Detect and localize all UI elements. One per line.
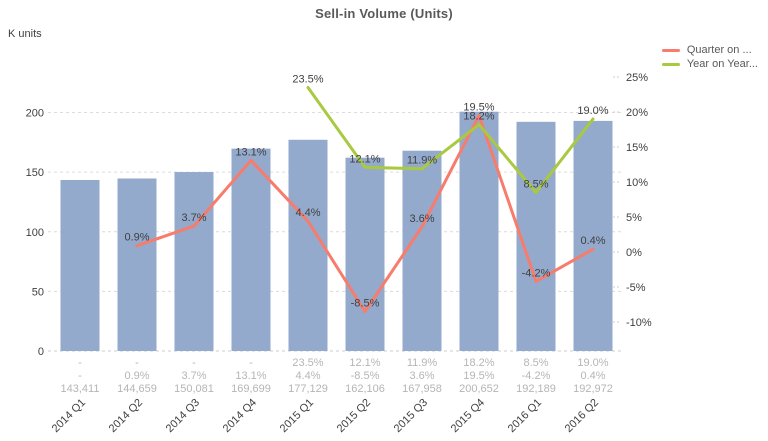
footer-year-on-year-pct-2015-q2: 12.1% xyxy=(349,357,380,369)
x-label-2014-q4: 2014 Q4 xyxy=(221,397,259,435)
footer-sell-in-volume-units-2014-q2: 144,659 xyxy=(117,383,157,395)
bar-2014-q2[interactable] xyxy=(117,178,157,351)
bar-2015-q3[interactable] xyxy=(402,150,442,351)
year-on-year-pct-label-2016-q1: 8.5% xyxy=(523,179,548,191)
quarter-on-quarter-pct-label-2016-q1: -4.2% xyxy=(522,267,551,279)
year-on-year-pct-label-2015-q2: 12.1% xyxy=(349,153,380,165)
footer-quarter-on-quarter-pct-2015-q1: 4.4% xyxy=(295,370,320,382)
footer-quarter-on-quarter-pct-2015-q2: -8.5% xyxy=(351,370,380,382)
quarter-on-quarter-pct-label-2016-q2: 0.4% xyxy=(580,235,605,247)
footer-year-on-year-pct-2016-q1: 8.5% xyxy=(523,357,548,369)
footer-quarter-on-quarter-pct-2016-q1: -4.2% xyxy=(522,370,551,382)
footer-year-on-year-pct-2014-q2: - xyxy=(135,357,139,369)
footer-year-on-year-pct-2016-q2: 19.0% xyxy=(577,357,608,369)
year-on-year-pct-label-2015-q4: 18.2% xyxy=(463,111,494,123)
year-on-year-pct-line xyxy=(306,86,595,194)
footer-quarter-on-quarter-pct-2016-q2: 0.4% xyxy=(580,370,605,382)
legend: Quarter on ... Year on Year... xyxy=(661,43,758,71)
bar-2014-q1[interactable] xyxy=(60,179,100,351)
bar-2016-q1[interactable] xyxy=(516,121,556,351)
quarter-on-quarter-pct-label-2014-q3: 3.7% xyxy=(181,212,206,224)
footer-quarter-on-quarter-pct-2014-q1: - xyxy=(78,370,82,382)
footer-sell-in-volume-units-2016-q2: 192,972 xyxy=(573,383,613,395)
bar-2014-q4[interactable] xyxy=(231,148,271,351)
footer-quarter-on-quarter-pct-2014-q4: 13.1% xyxy=(235,370,266,382)
bar-2016-q2[interactable] xyxy=(573,120,613,351)
x-label-2014-q3: 2014 Q3 xyxy=(164,397,202,435)
bar-2015-q1[interactable] xyxy=(288,139,328,351)
year-on-year-pct-label-2016-q2: 19.0% xyxy=(577,105,608,117)
quarter-on-quarter-pct-label-2015-q2: -8.5% xyxy=(351,298,380,310)
footer-sell-in-volume-units-2015-q1: 177,129 xyxy=(288,383,328,395)
left-axis-tick-200: 200 xyxy=(26,108,44,120)
right-axis-tick-15%: 15% xyxy=(626,142,648,154)
footer-sell-in-volume-units-2015-q2: 162,106 xyxy=(345,383,385,395)
legend-item-quarter-on-quarter[interactable]: Quarter on ... xyxy=(661,43,758,57)
quarter-on-quarter-pct-line xyxy=(135,114,595,313)
right-axis-tick-5%: 5% xyxy=(626,212,642,224)
right-axis-tick--10%: -10% xyxy=(626,317,652,329)
footer-sell-in-volume-units-2015-q3: 167,958 xyxy=(402,383,442,395)
quarter-on-quarter-pct-label-2015-q4: 19.5% xyxy=(463,102,494,114)
right-axis-tick-20%: 20% xyxy=(626,107,648,119)
footer-year-on-year-pct-2015-q1: 23.5% xyxy=(292,357,323,369)
year-on-year-pct-label-2015-q3: 11.9% xyxy=(407,155,438,167)
right-axis-tick-10%: 10% xyxy=(626,177,648,189)
x-label-2015-q1: 2015 Q1 xyxy=(278,397,316,435)
x-label-2016-q1: 2016 Q1 xyxy=(506,397,544,435)
left-axis-tick-0: 0 xyxy=(38,346,44,358)
footer-year-on-year-pct-2014-q4: - xyxy=(249,357,253,369)
left-axis-unit-label: K units xyxy=(8,28,42,40)
left-axis-tick-50: 50 xyxy=(32,286,44,298)
quarter-on-quarter-pct-label-2014-q4: 13.1% xyxy=(235,146,266,158)
footer-quarter-on-quarter-pct-2015-q4: 19.5% xyxy=(463,370,494,382)
right-axis-tick-25%: 25% xyxy=(626,72,648,84)
bar-2015-q2[interactable] xyxy=(345,157,385,351)
quarter-on-quarter-pct-label-2015-q3: 3.6% xyxy=(409,213,434,225)
legend-label-year-on-year: Year on Year... xyxy=(686,58,758,70)
footer-sell-in-volume-units-2014-q3: 150,081 xyxy=(174,383,214,395)
yoy-line-swatch-icon xyxy=(661,62,680,66)
x-label-2014-q2: 2014 Q2 xyxy=(107,397,145,435)
footer-sell-in-volume-units-2016-q1: 192,189 xyxy=(516,383,556,395)
footer-year-on-year-pct-2014-q1: - xyxy=(78,357,82,369)
x-label-2014-q1: 2014 Q1 xyxy=(50,397,88,435)
x-label-2016-q2: 2016 Q2 xyxy=(563,397,601,435)
x-label-2015-q3: 2015 Q3 xyxy=(392,397,430,435)
legend-label-quarter-on-quarter: Quarter on ... xyxy=(686,44,752,56)
bar-2014-q3[interactable] xyxy=(174,172,214,351)
left-axis-tick-100: 100 xyxy=(26,227,44,239)
bar-2015-q4[interactable] xyxy=(459,111,499,351)
footer-year-on-year-pct-2014-q3: - xyxy=(192,357,196,369)
x-label-2015-q2: 2015 Q2 xyxy=(335,397,373,435)
right-axis-tick-0%: 0% xyxy=(626,247,642,259)
footer-sell-in-volume-units-2014-q4: 169,699 xyxy=(231,383,271,395)
legend-item-year-on-year[interactable]: Year on Year... xyxy=(661,57,758,71)
quarter-on-quarter-pct-label-2014-q2: 0.9% xyxy=(124,232,149,244)
footer-quarter-on-quarter-pct-2014-q3: 3.7% xyxy=(181,370,206,382)
year-on-year-pct-label-2015-q1: 23.5% xyxy=(292,74,323,86)
footer-quarter-on-quarter-pct-2014-q2: 0.9% xyxy=(124,370,149,382)
x-label-2015-q4: 2015 Q4 xyxy=(449,397,487,435)
footer-year-on-year-pct-2015-q3: 11.9% xyxy=(407,357,438,369)
footer-quarter-on-quarter-pct-2015-q3: 3.6% xyxy=(409,370,434,382)
left-axis-tick-150: 150 xyxy=(26,167,44,179)
quarter-on-quarter-pct-label-2015-q1: 4.4% xyxy=(295,207,320,219)
footer-sell-in-volume-units-2015-q4: 200,652 xyxy=(459,383,499,395)
right-axis-tick--5%: -5% xyxy=(626,282,646,294)
qoq-line-swatch-icon xyxy=(661,48,680,52)
chart-title: Sell-in Volume (Units) xyxy=(315,6,453,21)
footer-sell-in-volume-units-2014-q1: 143,411 xyxy=(61,383,100,395)
footer-year-on-year-pct-2015-q4: 18.2% xyxy=(463,357,494,369)
